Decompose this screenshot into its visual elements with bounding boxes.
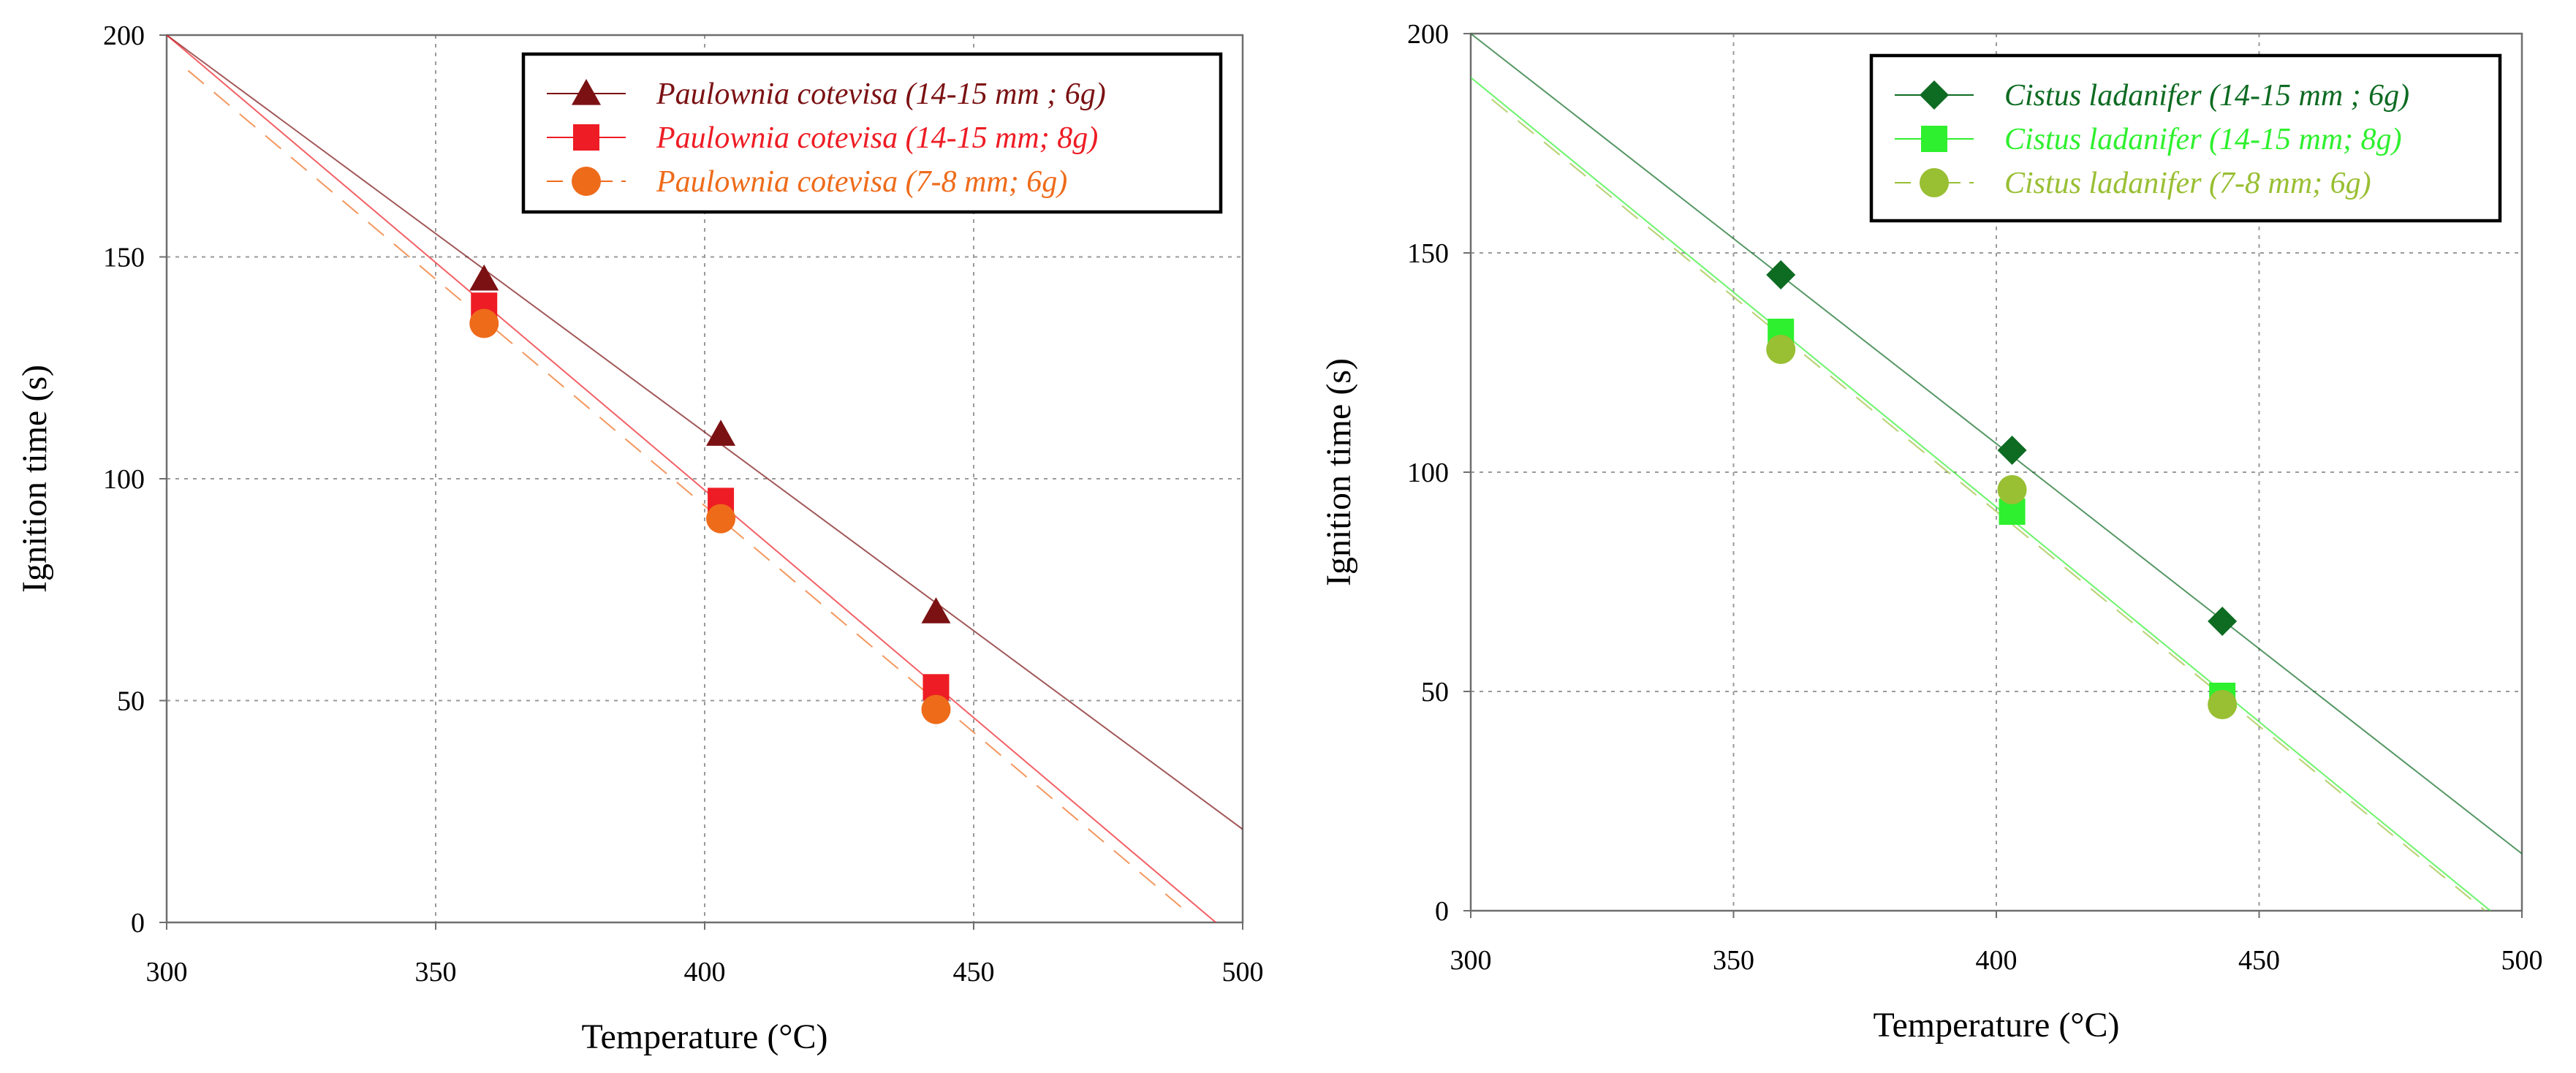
legend-marker bbox=[1920, 80, 1949, 110]
data-point bbox=[469, 308, 499, 338]
series-3-points bbox=[1766, 335, 2238, 719]
x-tick-label: 450 bbox=[2238, 945, 2280, 976]
y-tick-label: 0 bbox=[1435, 896, 1449, 927]
legend-label: Paulownia cotevisa (14-15 mm ; 6g) bbox=[656, 77, 1106, 111]
trend-line-series-2 bbox=[167, 35, 1216, 922]
chart-2: 300 350 400 450 500 0 50 100 150 200 Temperature (… bbox=[1319, 19, 2543, 1044]
data-point bbox=[921, 694, 951, 724]
trend-line-series-3 bbox=[1491, 99, 2486, 911]
trend-line-series-2 bbox=[1471, 77, 2491, 911]
legend-label: Cistus ladanifer (14-15 mm ; 6g) bbox=[2004, 79, 2409, 113]
legend-label: Paulownia cotevisa (14-15 mm; 8g) bbox=[656, 121, 1098, 155]
series-1-points bbox=[1766, 260, 2238, 636]
y-tick-label: 100 bbox=[1407, 458, 1449, 488]
trend-line-series-3 bbox=[187, 69, 1184, 910]
legend: Paulownia cotevisa (14-15 mm ; 6g) Paulow… bbox=[521, 52, 1223, 214]
x-tick-label: 400 bbox=[1976, 945, 2018, 976]
data-point bbox=[2208, 607, 2238, 636]
x-tick-label: 350 bbox=[415, 957, 457, 987]
trend-lines bbox=[167, 35, 1243, 922]
legend-marker bbox=[573, 124, 599, 151]
legend-marker bbox=[572, 167, 601, 196]
data-point bbox=[469, 264, 499, 291]
trend-line-series-1 bbox=[167, 35, 1243, 830]
data-point bbox=[921, 597, 951, 623]
x-tick-label: 500 bbox=[2501, 945, 2543, 976]
legend-box bbox=[521, 52, 1223, 214]
y-tick-label: 100 bbox=[103, 464, 145, 495]
data-point bbox=[1766, 260, 1796, 289]
x-tick-label: 450 bbox=[953, 957, 995, 987]
y-tick-label: 200 bbox=[1407, 19, 1449, 50]
trend-lines bbox=[1471, 34, 2522, 911]
x-axis-title: Temperature (°C) bbox=[1873, 1006, 2119, 1044]
series-1-points bbox=[469, 264, 951, 623]
legend-marker bbox=[1920, 168, 1949, 197]
y-tick-label: 50 bbox=[1421, 677, 1449, 708]
y-axis-title: Ignition time (s) bbox=[1319, 358, 1358, 586]
data-point bbox=[1997, 436, 2027, 465]
series-3-points bbox=[469, 308, 951, 724]
data-point bbox=[706, 420, 736, 446]
legend-label: Cistus ladanifer (7-8 mm; 6g) bbox=[2004, 167, 2371, 200]
legend: Cistus ladanifer (14-15 mm ; 6g) Cistus l… bbox=[1869, 53, 2502, 223]
y-tick-label: 0 bbox=[131, 908, 145, 939]
trend-line-series-1 bbox=[1471, 34, 2522, 854]
legend-box bbox=[1869, 53, 2502, 223]
x-tick-label: 400 bbox=[684, 957, 726, 987]
legend-marker bbox=[1921, 126, 1947, 152]
legend-label: Cistus ladanifer (14-15 mm; 8g) bbox=[2004, 123, 2402, 156]
y-tick-label: 200 bbox=[103, 20, 145, 51]
data-point bbox=[2208, 690, 2238, 719]
y-axis-title: Ignition time (s) bbox=[15, 365, 54, 593]
chart-1: 300 350 400 450 500 0 50 100 150 200 Temperature (… bbox=[15, 20, 1264, 1056]
data-point bbox=[1766, 335, 1796, 364]
x-tick-label: 500 bbox=[1222, 957, 1264, 987]
legend-marker bbox=[572, 79, 601, 105]
x-axis-title: Temperature (°C) bbox=[581, 1017, 827, 1056]
y-tick-label: 150 bbox=[103, 243, 145, 273]
legend-label: Paulownia cotevisa (7-8 mm; 6g) bbox=[656, 165, 1067, 199]
x-tick-label: 300 bbox=[146, 957, 188, 987]
y-tick-label: 50 bbox=[117, 686, 145, 717]
x-tick-label: 350 bbox=[1713, 945, 1754, 976]
x-tick-label: 300 bbox=[1450, 945, 1492, 976]
data-point bbox=[706, 504, 736, 534]
y-tick-label: 150 bbox=[1407, 238, 1449, 269]
data-point bbox=[1997, 475, 2027, 504]
